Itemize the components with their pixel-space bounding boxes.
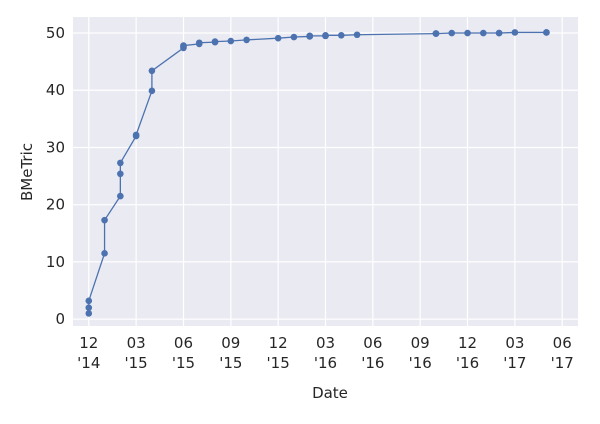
point [101, 250, 108, 257]
x-tick-label: 06'15 [172, 334, 195, 372]
y-tick-label: 50 [46, 24, 65, 42]
point [543, 29, 550, 36]
point [85, 310, 93, 317]
x-axis-label: Date [312, 384, 348, 402]
point [117, 170, 124, 178]
point [464, 29, 471, 37]
x-tick-label: 06'16 [361, 334, 384, 372]
point [211, 38, 219, 45]
point [227, 37, 235, 45]
point [243, 36, 250, 44]
point [511, 29, 519, 36]
y-tick-label: 40 [46, 81, 65, 99]
point [322, 32, 329, 39]
y-tick-label: 10 [46, 253, 65, 271]
point [85, 304, 93, 311]
y-axis-label: BMeTric [18, 143, 36, 201]
point [117, 192, 124, 200]
x-tick-label: 09'16 [409, 334, 432, 372]
x-tick-label: 03'16 [314, 334, 337, 372]
point [353, 31, 361, 39]
y-tick-label: 30 [46, 138, 65, 156]
x-tick-label: 06'17 [551, 334, 574, 372]
point [148, 87, 156, 95]
point [432, 30, 440, 37]
x-tick-label: 12'15 [267, 334, 290, 372]
point [274, 34, 282, 42]
point [101, 216, 108, 224]
x-tick-label: 03'17 [503, 334, 526, 372]
point [117, 159, 124, 167]
y-tick-label: 20 [46, 196, 65, 214]
point [448, 29, 456, 37]
point [85, 297, 93, 305]
x-tick-label: 09'15 [219, 334, 242, 372]
point [290, 33, 298, 41]
point [337, 32, 345, 39]
point [180, 42, 187, 49]
x-tick-label: 03'15 [125, 334, 148, 372]
y-tick-label: 0 [55, 310, 65, 328]
point [495, 29, 503, 37]
point [132, 131, 140, 139]
point [306, 32, 314, 40]
x-tick-label: 12'14 [77, 334, 100, 372]
point [148, 67, 156, 75]
point [480, 29, 487, 37]
x-tick-label: 12'16 [456, 334, 479, 372]
point [195, 39, 203, 47]
